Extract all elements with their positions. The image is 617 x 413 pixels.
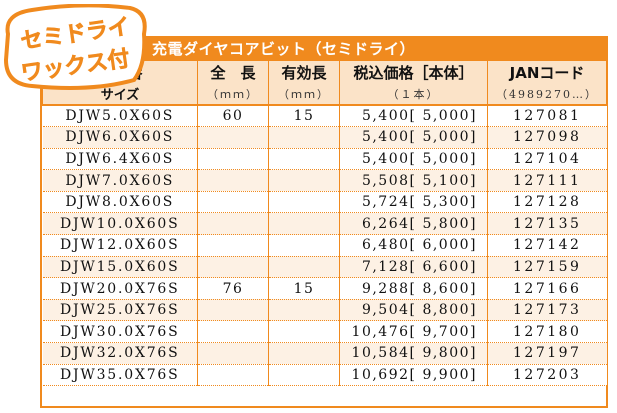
product-code-cell: DJW35.0X76S [42,364,198,387]
product-code-cell: DJW20.0X76S [42,277,198,300]
table-row: DJW30.0X76S 10,476[ 9,700] 127180 [42,320,607,344]
effective-length-cell [268,169,340,192]
price-cell: 5,400[ 5,000] [339,126,488,149]
header-length-unit: （ｍｍ） [197,83,269,106]
effective-length-cell [268,299,340,322]
price-cell: 9,288[ 8,600] [339,277,488,300]
table-row: DJW8.0X60S 5,724[ 5,300] 127128 [42,191,607,214]
table-row: DJW25.0X76S 9,504[ 8,800] 127173 [42,299,607,322]
header-jan-prefix: （4989270…） [487,83,607,106]
price-cell: 5,724[ 5,300] [339,191,488,214]
jan-code-cell: 127128 [487,191,607,214]
length-cell [197,256,269,279]
jan-code-cell: 127159 [487,256,607,279]
table-row: DJW6.4X60S 5,400[ 5,000] 127104 [42,148,607,171]
header-effective-unit: （ｍｍ） [268,83,340,106]
header-price-unit: （１本） [339,83,488,106]
table-row: DJW15.0X60S 7,128[ 6,600] 127159 [42,256,607,279]
product-spec-table: 品 番 全 長 有効長 税込価格［本体］ JANコード サイズ （ｍｍ） （ｍｍ… [42,61,607,387]
jan-code-cell: 127203 [487,364,607,387]
effective-length-cell [268,234,340,257]
semi-dry-wax-badge: セミドライ ワックス付 [2,4,148,90]
length-cell [197,234,269,257]
jan-code-cell: 127173 [487,299,607,322]
product-code-cell: DJW5.0X60S [42,105,198,128]
price-cell: 9,504[ 8,800] [339,299,488,322]
product-code-cell: DJW7.0X60S [42,169,198,192]
jan-code-cell: 127098 [487,126,607,149]
length-cell [197,212,269,236]
jan-code-cell: 127180 [487,320,607,344]
product-table-frame: 充電ダイヤコアビット（セミドライ） 品 番 全 長 有効長 税込価格［本体］ J… [40,36,608,408]
product-code-cell: DJW15.0X60S [42,256,198,279]
effective-length-cell [268,320,340,344]
table-row: DJW10.0X60S 6,264[ 5,800] 127135 [42,212,607,236]
length-cell [197,148,269,171]
jan-code-cell: 127142 [487,234,607,257]
price-cell: 7,128[ 6,600] [339,256,488,279]
badge-shape [3,4,147,90]
jan-code-cell: 127166 [487,277,607,300]
header-effective-top: 有効長 [268,61,340,83]
price-cell: 5,400[ 5,000] [339,105,488,128]
length-cell [197,299,269,322]
length-cell [197,126,269,149]
header-price-top: 税込価格［本体］ [339,61,488,83]
price-cell: 10,584[ 9,800] [339,342,488,365]
jan-code-cell: 127111 [487,169,607,192]
price-cell: 5,508[ 5,100] [339,169,488,192]
product-code-cell: DJW30.0X76S [42,320,198,344]
price-cell: 6,480[ 6,000] [339,234,488,257]
effective-length-cell: 15 [268,105,340,128]
product-code-cell: DJW8.0X60S [42,191,198,214]
product-code-cell: DJW6.0X60S [42,126,198,149]
length-cell: 60 [197,105,269,128]
length-cell [197,191,269,214]
table-row: DJW12.0X60S 6,480[ 6,000] 127142 [42,234,607,257]
effective-length-cell [268,364,340,387]
product-code-cell: DJW25.0X76S [42,299,198,322]
length-cell [197,169,269,192]
length-cell [197,320,269,344]
table-row: DJW6.0X60S 5,400[ 5,000] 127098 [42,126,607,149]
effective-length-cell [268,256,340,279]
header-jan-top: JANコード [487,61,607,83]
length-cell [197,342,269,365]
jan-code-cell: 127081 [487,105,607,128]
length-cell: 76 [197,277,269,300]
table-row: DJW20.0X76S 76 15 9,288[ 8,600] 127166 [42,277,607,300]
table-title: 充電ダイヤコアビット（セミドライ） [152,40,416,58]
effective-length-cell [268,191,340,214]
price-cell: 10,476[ 9,700] [339,320,488,344]
jan-code-cell: 127104 [487,148,607,171]
effective-length-cell: 15 [268,277,340,300]
table-row: DJW35.0X76S 10,692[ 9,900] 127203 [42,364,607,387]
effective-length-cell [268,126,340,149]
product-code-cell: DJW32.0X76S [42,342,198,365]
length-cell [197,364,269,387]
effective-length-cell [268,148,340,171]
table-title-bar: 充電ダイヤコアビット（セミドライ） [42,38,606,61]
header-length-top: 全 長 [197,61,269,83]
jan-code-cell: 127197 [487,342,607,365]
price-cell: 6,264[ 5,800] [339,212,488,236]
product-code-cell: DJW6.4X60S [42,148,198,171]
table-row: DJW7.0X60S 5,508[ 5,100] 127111 [42,169,607,192]
effective-length-cell [268,342,340,365]
product-code-cell: DJW10.0X60S [42,212,198,236]
jan-code-cell: 127135 [487,212,607,236]
price-cell: 5,400[ 5,000] [339,148,488,171]
effective-length-cell [268,212,340,236]
product-code-cell: DJW12.0X60S [42,234,198,257]
price-cell: 10,692[ 9,900] [339,364,488,387]
table-row: DJW32.0X76S 10,584[ 9,800] 127197 [42,342,607,365]
table-row: DJW5.0X60S 60 15 5,400[ 5,000] 127081 [42,105,607,128]
